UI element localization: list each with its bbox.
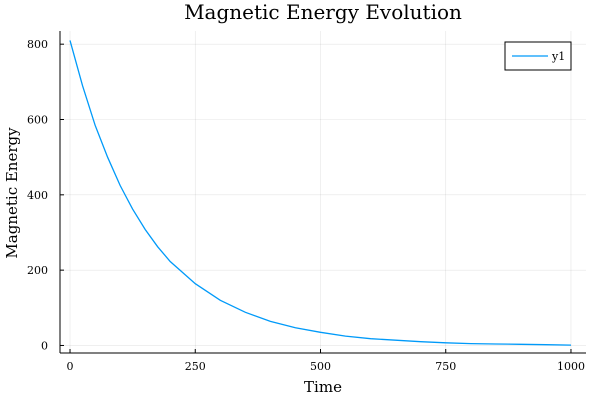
x-axis-label: Time [304, 378, 342, 396]
y-tick-label: 200 [27, 264, 48, 277]
axes: 0 250 500 750 1000 0 200 400 600 800 [27, 31, 586, 373]
y-tick-label: 600 [27, 114, 48, 127]
legend: y1 [504, 41, 572, 71]
x-tick-label: 250 [185, 360, 206, 373]
y-tick-label: 0 [41, 339, 48, 352]
x-tick-label: 500 [310, 360, 331, 373]
x-tick-label: 0 [67, 360, 74, 373]
series-layer [69, 40, 572, 346]
legend-label: y1 [551, 50, 565, 63]
x-tick-label: 750 [435, 360, 456, 373]
y-axis-label: Magnetic Energy [3, 127, 21, 259]
y-tick-label: 800 [27, 38, 48, 51]
series-line-y1 [69, 40, 572, 346]
grid [60, 31, 586, 353]
chart-title: Magnetic Energy Evolution [184, 0, 462, 24]
y-tick-label: 400 [27, 189, 48, 202]
x-tick-label: 1000 [557, 360, 585, 373]
